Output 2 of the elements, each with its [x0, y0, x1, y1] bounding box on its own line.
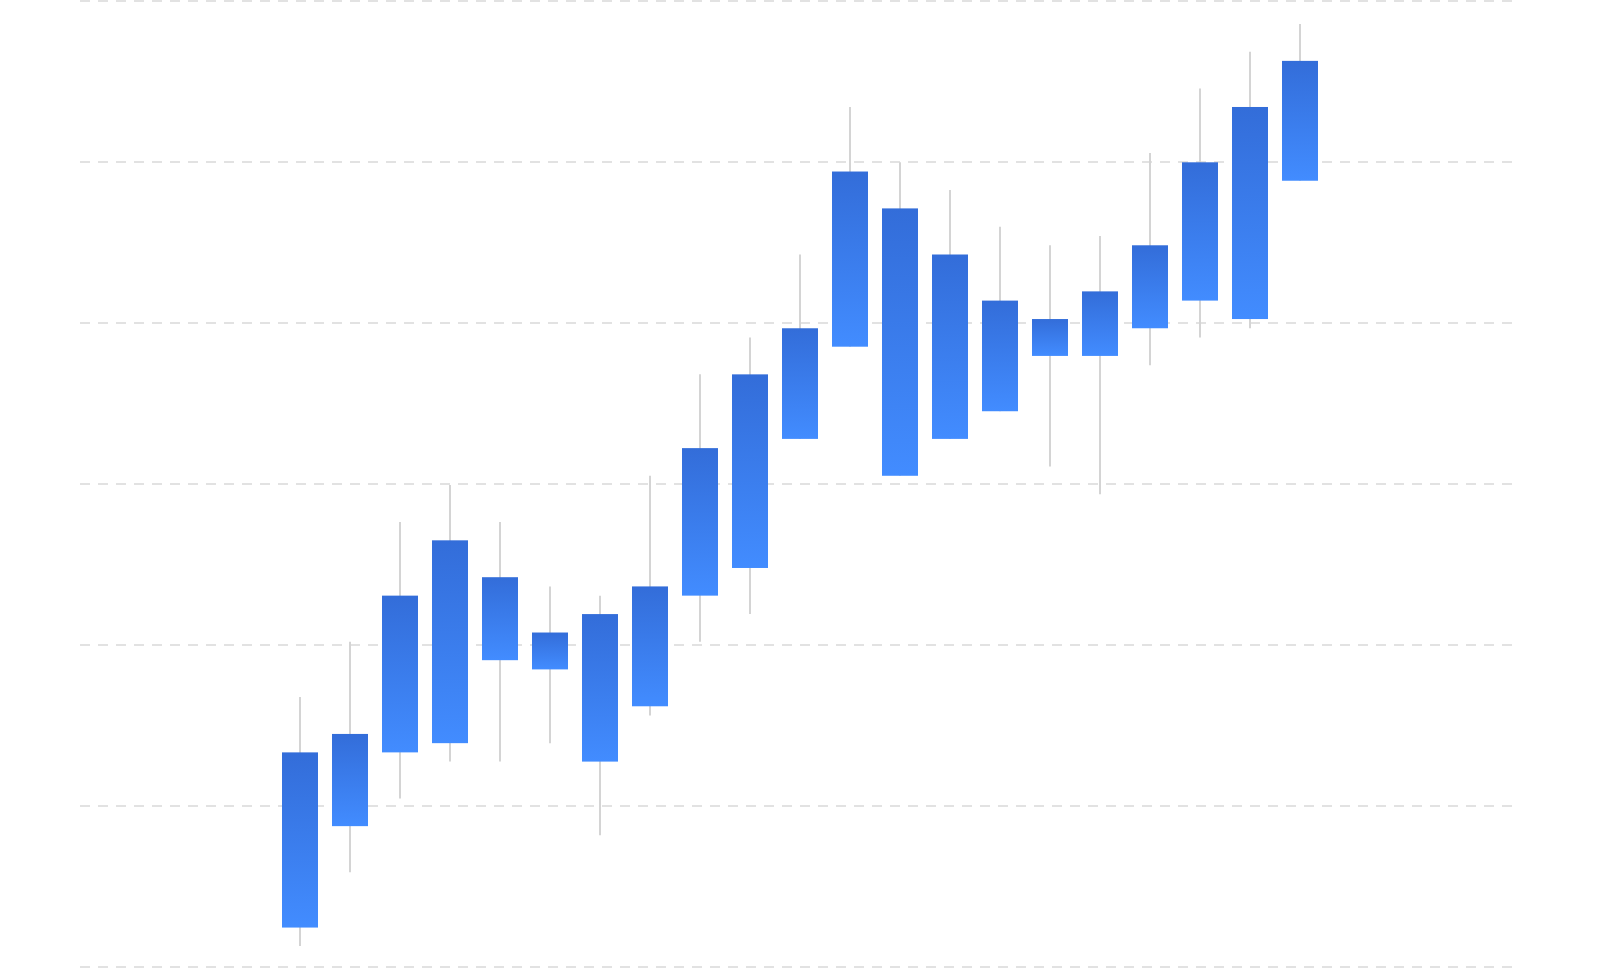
candlestick [532, 585, 568, 745]
candlestick [1032, 244, 1068, 468]
